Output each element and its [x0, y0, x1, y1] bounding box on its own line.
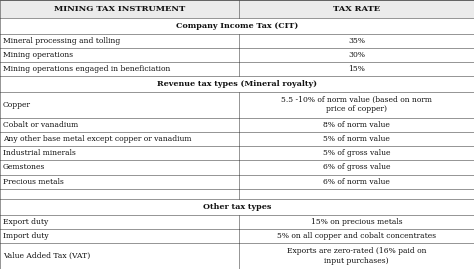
Bar — [0, 18, 474, 34]
Bar — [0, 229, 474, 243]
Text: 6% of gross value: 6% of gross value — [323, 164, 391, 171]
Bar — [0, 76, 474, 92]
Bar — [0, 189, 474, 199]
Text: Mineral processing and tolling: Mineral processing and tolling — [3, 37, 120, 45]
Text: 6% of norm value: 6% of norm value — [323, 178, 390, 186]
Bar — [0, 92, 474, 118]
Text: 15% on precious metals: 15% on precious metals — [311, 218, 402, 226]
Bar — [0, 34, 474, 48]
Bar — [0, 132, 474, 146]
Text: Mining operations engaged in beneficiation: Mining operations engaged in beneficiati… — [3, 65, 170, 73]
Bar — [0, 146, 474, 160]
Text: 35%: 35% — [348, 37, 365, 45]
Text: 5% of gross value: 5% of gross value — [323, 149, 391, 157]
Text: TAX RATE: TAX RATE — [333, 5, 380, 13]
Text: Precious metals: Precious metals — [3, 178, 64, 186]
Text: 8% of norm value: 8% of norm value — [323, 121, 390, 129]
Text: 15%: 15% — [348, 65, 365, 73]
Text: Gemstones: Gemstones — [3, 164, 46, 171]
Text: Export duty: Export duty — [3, 218, 48, 226]
Text: Value Added Tax (VAT): Value Added Tax (VAT) — [3, 252, 90, 260]
Bar — [0, 243, 474, 269]
Text: Other tax types: Other tax types — [203, 203, 271, 211]
Text: Any other base metal except copper or vanadium: Any other base metal except copper or va… — [3, 135, 191, 143]
Bar — [0, 0, 474, 18]
Text: Mining operations: Mining operations — [3, 51, 73, 59]
Text: Company Income Tax (CIT): Company Income Tax (CIT) — [176, 22, 298, 30]
Bar — [0, 62, 474, 76]
Text: Import duty: Import duty — [3, 232, 49, 240]
Text: MINING TAX INSTRUMENT: MINING TAX INSTRUMENT — [54, 5, 185, 13]
Bar — [0, 160, 474, 175]
Text: Revenue tax types (Mineral royalty): Revenue tax types (Mineral royalty) — [157, 80, 317, 88]
Bar — [0, 48, 474, 62]
Text: 5.5 -10% of norm value (based on norm
price of copper): 5.5 -10% of norm value (based on norm pr… — [281, 96, 432, 113]
Text: 5% of norm value: 5% of norm value — [323, 135, 390, 143]
Text: Exports are zero-rated (16% paid on
input purchases): Exports are zero-rated (16% paid on inpu… — [287, 247, 427, 265]
Text: Cobalt or vanadium: Cobalt or vanadium — [3, 121, 78, 129]
Bar — [0, 175, 474, 189]
Bar — [0, 215, 474, 229]
Text: 5% on all copper and cobalt concentrates: 5% on all copper and cobalt concentrates — [277, 232, 436, 240]
Bar — [0, 199, 474, 215]
Text: Copper: Copper — [3, 101, 31, 109]
Text: 30%: 30% — [348, 51, 365, 59]
Text: Industrial minerals: Industrial minerals — [3, 149, 76, 157]
Bar — [0, 118, 474, 132]
